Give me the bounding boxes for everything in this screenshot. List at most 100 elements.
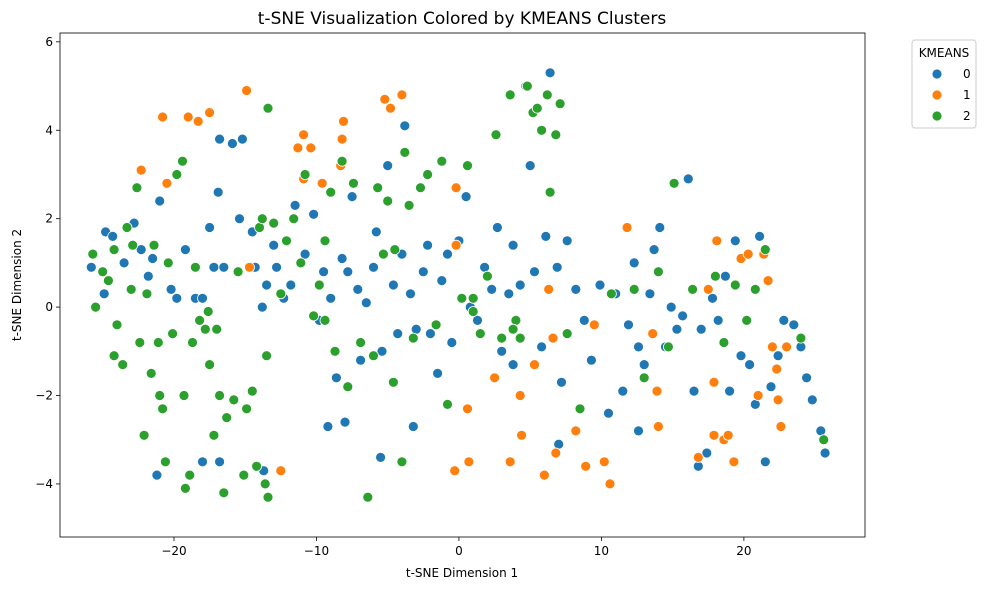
- scatter-point-cluster-2: [288, 213, 300, 225]
- scatter-point-cluster-2: [148, 239, 160, 251]
- scatter-point-cluster-0: [154, 195, 166, 207]
- scatter-point-cluster-2: [262, 102, 274, 114]
- scatter-point-cluster-0: [744, 359, 755, 371]
- scatter-point-cluster-1: [462, 403, 473, 415]
- scatter-point-cluster-0: [633, 341, 644, 353]
- scatter-point-cluster-2: [415, 182, 426, 194]
- scatter-point-cluster-2: [638, 372, 650, 384]
- x-tick-label: −10: [304, 544, 329, 558]
- scatter-point-cluster-1: [547, 332, 559, 344]
- scatter-point-cluster-0: [147, 253, 159, 264]
- scatter-point-cluster-0: [352, 283, 364, 295]
- scatter-point-cluster-2: [171, 169, 183, 180]
- scatter-point-cluster-2: [189, 261, 201, 273]
- scatter-point-cluster-1: [298, 129, 310, 141]
- scatter-point-cluster-2: [456, 292, 468, 304]
- scatter-point-cluster-2: [178, 390, 190, 401]
- scatter-point-cluster-2: [521, 80, 533, 92]
- scatter-point-cluster-2: [319, 314, 331, 326]
- scatter-point-cluster-0: [644, 288, 656, 300]
- scatter-point-cluster-1: [182, 111, 194, 123]
- scatter-point-cluster-1: [752, 390, 764, 401]
- scatter-point-cluster-2: [710, 270, 721, 282]
- scatter-point-cluster-0: [392, 328, 404, 340]
- scatter-point-cluster-1: [379, 93, 391, 105]
- scatter-point-cluster-2: [336, 155, 348, 167]
- y-tick-label: 2: [45, 212, 53, 226]
- scatter-point-cluster-2: [202, 306, 214, 317]
- scatter-point-cluster-2: [795, 332, 807, 344]
- scatter-point-cluster-1: [781, 341, 792, 353]
- scatter-point-cluster-1: [396, 89, 408, 101]
- scatter-point-cluster-2: [606, 288, 617, 300]
- scatter-point-cluster-1: [771, 363, 783, 375]
- scatter-point-cluster-0: [256, 301, 268, 313]
- scatter-point-cluster-1: [450, 182, 462, 194]
- scatter-point-cluster-0: [308, 208, 320, 220]
- scatter-point-cluster-2: [490, 129, 502, 141]
- scatter-point-cluster-0: [204, 222, 216, 233]
- scatter-point-cluster-1: [450, 239, 462, 251]
- scatter-point-cluster-1: [305, 142, 317, 154]
- scatter-point-cluster-1: [275, 465, 287, 477]
- scatter-point-cluster-2: [653, 266, 664, 278]
- scatter-point-cluster-0: [617, 385, 629, 397]
- scatter-point-cluster-0: [208, 261, 220, 273]
- scatter-point-cluster-2: [199, 323, 211, 335]
- scatter-point-cluster-0: [197, 456, 208, 468]
- scatter-point-cluster-1: [742, 248, 754, 260]
- scatter-point-cluster-2: [467, 306, 479, 317]
- y-tick-label: −2: [35, 389, 53, 403]
- legend-label-2: 2: [963, 109, 971, 123]
- scatter-point-cluster-0: [801, 372, 812, 384]
- scatter-point-cluster-2: [167, 328, 179, 340]
- scatter-point-cluster-2: [481, 270, 493, 282]
- scatter-point-cluster-0: [405, 288, 416, 300]
- scatter-point-cluster-2: [531, 102, 543, 114]
- y-tick-label: 6: [45, 35, 53, 49]
- scatter-point-cluster-0: [524, 160, 536, 172]
- scatter-point-cluster-2: [141, 288, 153, 300]
- scatter-point-cluster-2: [241, 403, 253, 415]
- y-axis-label: t-SNE Dimension 2: [10, 229, 24, 341]
- scatter-point-cluster-1: [161, 177, 173, 189]
- scatter-point-cluster-0: [446, 337, 458, 348]
- scatter-point-cluster-2: [536, 124, 547, 136]
- scatter-point-cluster-0: [460, 191, 472, 203]
- scatter-point-cluster-1: [647, 328, 659, 340]
- scatter-point-cluster-0: [654, 222, 666, 233]
- scatter-point-cluster-0: [424, 328, 436, 340]
- scatter-point-cluster-0: [236, 133, 248, 145]
- legend-items: 0 1 2: [931, 67, 971, 123]
- scatter-point-cluster-1: [762, 275, 774, 287]
- scatter-point-cluster-0: [578, 314, 590, 326]
- scatter-point-cluster-2: [442, 398, 453, 410]
- scatter-point-cluster-1: [651, 385, 663, 397]
- scatter-point-cluster-0: [179, 244, 191, 256]
- scatter-point-cluster-2: [574, 403, 586, 415]
- scatter-point-cluster-2: [125, 283, 137, 295]
- scatter-point-cluster-2: [111, 319, 123, 331]
- scatter-point-cluster-1: [621, 222, 633, 233]
- scatter-point-cluster-0: [107, 230, 119, 242]
- scatter-point-cluster-2: [663, 341, 674, 353]
- scatter-point-cluster-2: [362, 491, 374, 503]
- scatter-point-cluster-0: [387, 279, 399, 291]
- scatter-point-cluster-2: [329, 345, 341, 357]
- scatter-point-cluster-0: [261, 279, 273, 291]
- y-tick-label: 4: [45, 123, 53, 137]
- scatter-point-cluster-2: [259, 478, 271, 490]
- scatter-point-cluster-2: [194, 314, 206, 326]
- scatter-point-cluster-2: [232, 266, 244, 278]
- scatter-point-cluster-0: [514, 279, 526, 291]
- scatter-point-cluster-0: [151, 469, 163, 481]
- scatter-point-cluster-0: [299, 248, 311, 260]
- scatter-point-cluster-1: [588, 319, 600, 331]
- scatter-point-cluster-2: [211, 323, 223, 335]
- scatter-point-cluster-2: [319, 235, 331, 247]
- scatter-point-cluster-1: [529, 359, 540, 371]
- scatter-point-cluster-2: [348, 177, 359, 189]
- scatter-point-cluster-2: [342, 381, 354, 393]
- scatter-point-cluster-0: [503, 288, 515, 300]
- scatter-point-cluster-0: [268, 239, 280, 251]
